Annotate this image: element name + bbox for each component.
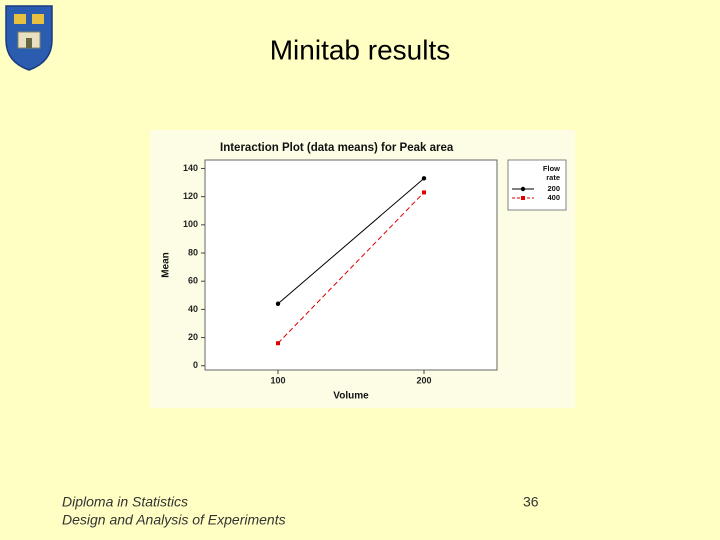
x-tick-label: 200 — [416, 375, 431, 385]
legend-title: rate — [546, 173, 560, 182]
y-tick-label: 20 — [188, 332, 198, 342]
legend-box — [507, 159, 567, 211]
series-line — [277, 192, 425, 344]
legend-label: 200 — [547, 184, 560, 193]
x-tick-label: 100 — [270, 375, 285, 385]
slide-title: Minitab results — [270, 34, 451, 65]
y-tick-label: 120 — [183, 191, 198, 201]
y-tick-label: 40 — [188, 304, 198, 314]
legend-title: Flow — [543, 164, 560, 173]
y-tick-label: 60 — [188, 276, 198, 286]
legend-label: 400 — [547, 193, 560, 202]
footer-line: Diploma in Statistics — [62, 494, 188, 510]
plot-area — [204, 159, 498, 371]
marker — [422, 190, 426, 195]
y-tick-label: 0 — [193, 360, 198, 370]
y-tick-label: 140 — [183, 163, 198, 173]
page-number: 36 — [523, 494, 539, 510]
y-tick-label: 80 — [188, 247, 198, 257]
footer-line: Design and Analysis of Experiments — [62, 512, 286, 528]
chart-title: Interaction Plot (data means) for Peak a… — [220, 142, 454, 154]
y-axis-label: Mean — [161, 252, 172, 278]
marker — [421, 176, 427, 181]
x-axis-label: Volume — [333, 391, 369, 402]
legend-marker — [521, 196, 525, 200]
y-tick-label: 100 — [183, 219, 198, 229]
logo — [5, 5, 53, 71]
marker — [276, 341, 280, 346]
series-line — [277, 177, 425, 305]
marker — [275, 301, 281, 306]
legend-marker — [520, 186, 526, 192]
